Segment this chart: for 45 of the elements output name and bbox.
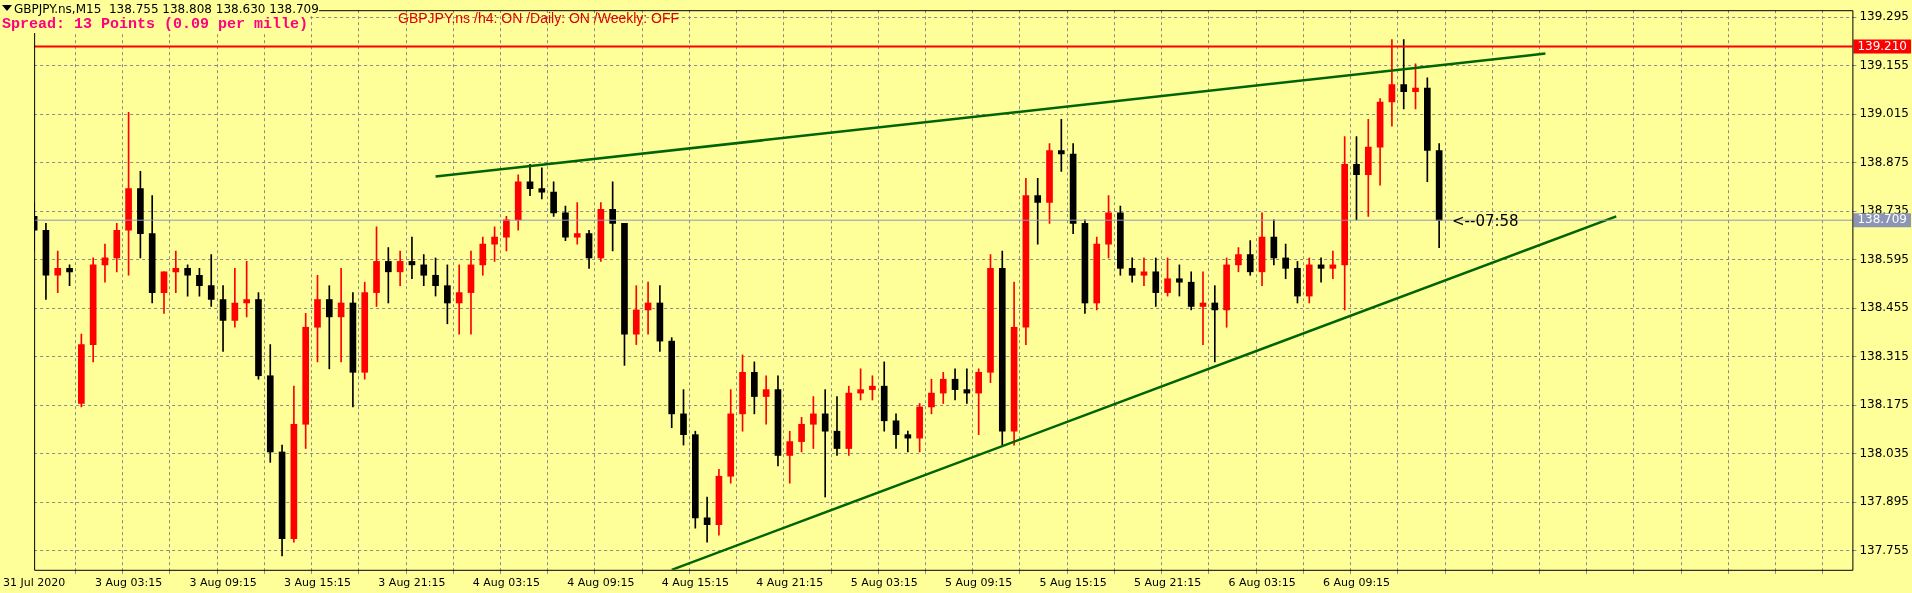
x-tick-label: 31 Jul 2020 — [3, 576, 66, 590]
x-tick-label: 3 Aug 15:15 — [283, 576, 352, 590]
candlestick — [703, 496, 711, 543]
candlestick — [1057, 119, 1065, 172]
annotation: GBPJPY.ns /h4: ON /Daily: ON /Weekly: OFF — [398, 10, 680, 26]
x-tick-label: 6 Aug 03:15 — [1228, 576, 1296, 590]
x-tick-label: 4 Aug 03:15 — [472, 576, 540, 590]
candlestick — [1400, 39, 1408, 110]
y-tick-label: 138.175 — [1859, 397, 1909, 412]
annotation: Spread: 13 Points (0.09 per mille) — [2, 16, 309, 33]
y-tick-label: 138.595 — [1859, 251, 1909, 266]
y-tick-label: 138.035 — [1859, 445, 1909, 460]
x-tick-label: 4 Aug 21:15 — [756, 576, 824, 590]
candlestick — [1140, 257, 1148, 286]
annotation: <--07:58 — [1452, 212, 1519, 230]
y-tick-label: 138.455 — [1859, 300, 1909, 315]
y-tick-label: 138.875 — [1859, 154, 1909, 169]
candlestick — [172, 250, 180, 293]
y-tick-label: 139.295 — [1859, 9, 1909, 24]
x-tick-label: 6 Aug 09:15 — [1322, 576, 1391, 590]
candlestick — [538, 167, 546, 200]
ref-line-label: 139.210 — [1857, 38, 1907, 53]
y-tick-label: 139.155 — [1859, 57, 1909, 72]
candlestick — [762, 375, 770, 425]
x-tick-label: 3 Aug 09:15 — [189, 576, 257, 590]
candlestick — [325, 285, 333, 370]
y-tick-label: 139.015 — [1859, 106, 1909, 121]
x-tick-label: 4 Aug 15:15 — [661, 576, 729, 590]
x-tick-label: 3 Aug 21:15 — [378, 576, 446, 590]
candlestick — [573, 202, 581, 245]
x-tick-label: 3 Aug 03:15 — [95, 576, 163, 590]
candlestick — [455, 264, 463, 335]
candlestick — [821, 389, 829, 498]
x-tick-label: 4 Aug 09:15 — [567, 576, 635, 590]
y-tick-label: 138.315 — [1859, 348, 1909, 363]
x-tick-label: 5 Aug 09:15 — [945, 576, 1013, 590]
y-tick-label: 137.755 — [1859, 542, 1909, 557]
candlestick — [54, 250, 62, 293]
x-tick-label: 5 Aug 03:15 — [850, 576, 918, 590]
x-tick-label: 5 Aug 15:15 — [1039, 576, 1107, 590]
chart-title: GBPJPY.ns,M15 138.755 138.808 138.630 138.709 — [14, 2, 319, 16]
y-tick-label: 137.895 — [1859, 494, 1909, 509]
candlestick — [1034, 177, 1042, 245]
candlestick — [1211, 285, 1219, 363]
x-tick-label: 5 Aug 21:15 — [1134, 576, 1202, 590]
